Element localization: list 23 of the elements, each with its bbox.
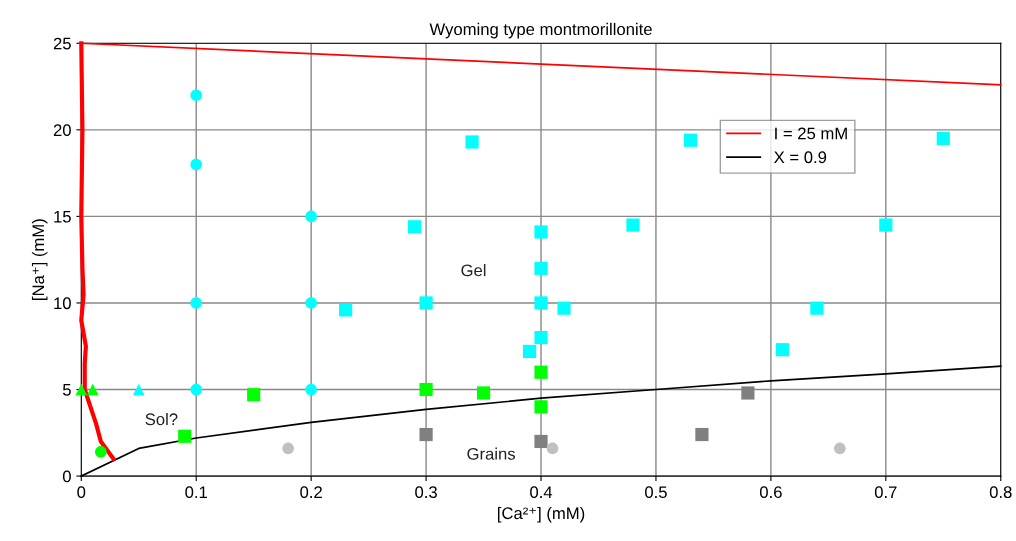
y-tick-label: 20 (53, 124, 71, 137)
y-tick-label: 15 (54, 210, 71, 223)
x-tick-label: 0.6 (759, 486, 782, 499)
annotation: Grains (467, 447, 516, 460)
x-tick-label: 0.7 (874, 486, 897, 499)
x-tick-label: 0 (77, 486, 86, 499)
y-tick-label: 10 (54, 297, 71, 310)
y-tick-label: 25 (53, 37, 71, 50)
legend-label: X = 0.9 (774, 151, 827, 164)
x-tick-label: 0.8 (989, 486, 1012, 499)
x-tick-label: 0.4 (530, 486, 553, 499)
x-axis-title: [Ca²⁺] (mM) (498, 506, 585, 523)
y-axis-title: [Na⁺] (mM) (31, 219, 48, 300)
chart-title: Wyoming type montmorillonite (429, 22, 652, 39)
annotation: Gel (461, 264, 486, 277)
x-tick-label: 0.2 (300, 486, 322, 499)
x-tick-label: 0.3 (415, 486, 437, 499)
annotation: Sol? (145, 412, 178, 426)
y-tick-label: 0 (62, 470, 71, 483)
x-tick-label: 0.1 (185, 486, 207, 499)
x-tick-label: 0.5 (645, 486, 667, 499)
y-tick-label: 5 (62, 384, 71, 396)
legend-label: I = 25 mM (775, 127, 847, 140)
